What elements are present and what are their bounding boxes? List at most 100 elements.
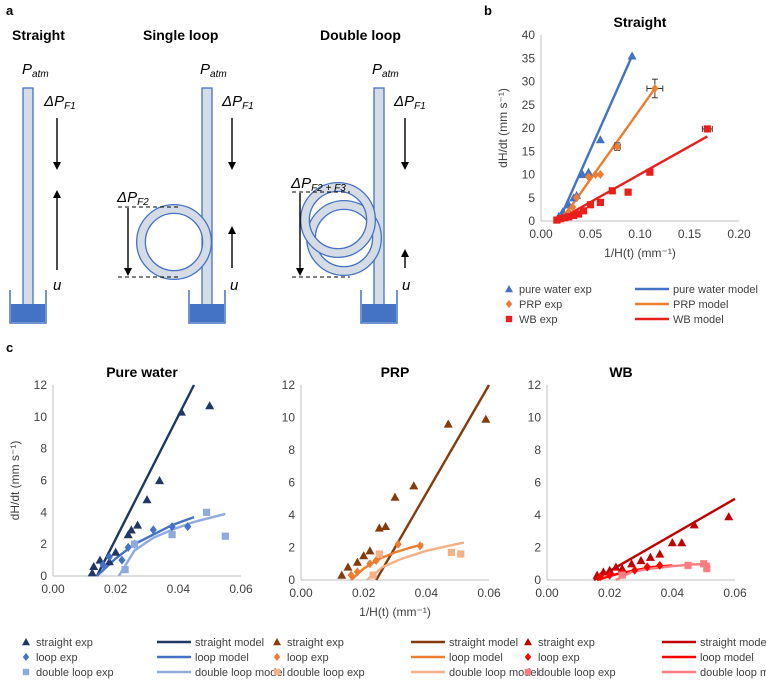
- pure-water-straight-exp-point: [133, 520, 143, 529]
- straight-xtick-label: 0.15: [678, 227, 702, 241]
- straight-pure-water-exp-point: [595, 135, 605, 144]
- prp-ytick-label: 6: [288, 476, 295, 490]
- prp-ytick-label: 8: [288, 443, 295, 457]
- chart-pure-water: Pure water 0 2 4 6 8 10 12 0.00 0.02 0.04 0.06 dH/dt…: [8, 364, 253, 596]
- prp-straight-exp-point: [337, 570, 347, 579]
- pure-water-xtick-label: 0.02: [104, 582, 128, 596]
- patm-label-straight: Patm: [22, 61, 49, 80]
- wb-xtick-label: 0.00: [535, 586, 559, 600]
- pure-water-straight-exp-point: [176, 407, 186, 416]
- pure-water-straight-exp-point: [126, 525, 136, 534]
- prp-loop-exp-point: [366, 559, 374, 569]
- legend-wb-double-loop-exp-label: double loop exp: [538, 667, 616, 679]
- pure-water-straight-exp-point: [111, 547, 121, 556]
- dpf1-label-double: ΔPF1: [393, 93, 426, 112]
- legend-pure-water-straight-model-label: straight model: [195, 637, 264, 649]
- u-label-single: u: [230, 277, 239, 294]
- legend-prp-straight-exp-label: straight exp: [287, 637, 344, 649]
- legend-pure-water-loop-model-label: loop model: [195, 652, 249, 664]
- straight-wb-exp-point: [570, 211, 578, 220]
- pure-water-ytick-label: 0: [40, 569, 47, 583]
- pure-water-ytick-label: 4: [40, 505, 47, 519]
- straight-wb-exp-point: [586, 201, 595, 209]
- legend-prp-straight-model-label: straight model: [449, 637, 518, 649]
- dpf1-label-single: ΔPF1: [221, 93, 254, 112]
- straight-ytick-label: 25: [522, 98, 536, 112]
- pure-water-title: Pure water: [106, 364, 178, 380]
- wb-double-loop-exp-point: [703, 565, 711, 573]
- legend-pure-water: straight exp straight model loop exp loop m…: [22, 637, 285, 679]
- single-loop-coil: [137, 205, 211, 279]
- prp-ytick-label: 2: [288, 541, 295, 555]
- pure-water-straight-exp-point: [142, 495, 152, 504]
- legend-wb-straight-exp-swatch: [524, 638, 532, 646]
- legend-pure-water-double-loop-exp-swatch: [22, 668, 30, 676]
- straight-tube-liquid: [23, 304, 33, 322]
- wb-straight-exp-point: [689, 520, 699, 529]
- wb-ytick-label: 6: [534, 476, 541, 490]
- patm-label-single: Patm: [200, 61, 227, 80]
- double-reservoir-liquid: [362, 304, 396, 322]
- wb-loop-exp-point: [643, 562, 651, 572]
- single-loop-diagram: Patm ΔPF1 u ΔPF2: [116, 61, 254, 324]
- straight-wb-exp-point: [565, 213, 573, 221]
- straight-prp-exp-point: [596, 170, 604, 179]
- legend-panel-b: pure water exp pure water model PRP exp PRP…: [505, 284, 758, 326]
- straight-ytick-label: 15: [522, 144, 536, 158]
- straight-ytick-label: 0: [528, 214, 535, 228]
- wb-xtick-label: 0.02: [598, 586, 622, 600]
- pure-water-ytick-label: 10: [34, 410, 48, 424]
- pure-water-loop-exp-point: [118, 555, 126, 565]
- patm-label-double: Patm: [372, 61, 399, 80]
- straight-pure-water-exp-point: [584, 167, 594, 176]
- wb-xtick-label: 0.06: [723, 586, 747, 600]
- legend-b-wb-exp-swatch: [505, 315, 513, 323]
- legend-prp-loop-exp-swatch: [273, 653, 281, 661]
- legend-wb-straight-exp-label: straight exp: [538, 637, 595, 649]
- legend-pure-water-loop-exp-label: loop exp: [36, 652, 78, 664]
- legend-prp-double-loop-exp-label: double loop exp: [287, 667, 365, 679]
- straight-prp-exp-point: [651, 83, 659, 93]
- legend-wb-loop-exp-label: loop exp: [538, 652, 580, 664]
- prp-straight-exp-point: [359, 551, 369, 560]
- prp-double-loop-exp-point: [369, 571, 377, 579]
- wb-loop-exp-point: [606, 570, 614, 580]
- prp-straight-model-line: [375, 384, 491, 581]
- pure-water-xtick-label: 0.06: [229, 582, 253, 596]
- pure-water-double-loop-exp-point: [130, 540, 139, 548]
- legend-b-pure-water-exp-label: pure water exp: [519, 284, 592, 296]
- u-label-double: u: [402, 277, 411, 294]
- prp-straight-exp-point: [365, 546, 375, 555]
- legend-pure-water-straight-exp-label: straight exp: [36, 637, 93, 649]
- dpf23-label: ΔPF2 + F3: [290, 175, 346, 194]
- pure-water-double-loop-exp-point: [121, 566, 129, 574]
- pure-water-loop-exp-point: [124, 542, 132, 552]
- pure-water-straight-exp-point: [205, 401, 215, 410]
- wb-ytick-label: 4: [534, 508, 541, 522]
- pure-water-double-loop-exp-point: [202, 508, 211, 516]
- straight-pure-water-exp-point: [627, 51, 637, 60]
- double-loop-diagram: Patm ΔPF1 u ΔPF2 + F3: [290, 61, 426, 324]
- legend-pure-water-double-loop-exp-label: double loop exp: [36, 667, 114, 679]
- wb-ytick-label: 8: [534, 443, 541, 457]
- dpf1-arrowhead-single: [228, 162, 236, 170]
- wb-ytick-label: 2: [534, 541, 541, 555]
- chart-straight: Straight 0 5 10 15 20 25 30 35 40 0.00 0.05 0.10 0.15…: [496, 14, 751, 260]
- title-double-loop: Double loop: [320, 27, 401, 43]
- straight-wb-exp-point: [553, 216, 561, 224]
- straight-wb-exp-point: [703, 125, 711, 133]
- straight-ytick-label: 40: [522, 28, 536, 42]
- wb-straight-exp-point: [645, 552, 655, 561]
- legend-wb-loop-model-label: loop model: [700, 652, 754, 664]
- legend-prp-straight-exp-swatch: [273, 638, 281, 646]
- dpf2-label: ΔPF2: [116, 189, 149, 208]
- prp-double-loop-model-line: [366, 541, 465, 581]
- pure-water-double-loop-exp-point: [221, 532, 229, 540]
- wb-straight-exp-point: [677, 538, 687, 547]
- prp-loop-exp-point: [416, 541, 424, 551]
- u-arrowhead-straight: [53, 190, 61, 198]
- pure-water-double-loop-exp-point: [168, 531, 176, 539]
- legend-b-wb-exp-label: WB exp: [519, 314, 558, 326]
- wb-loop-exp-point: [656, 560, 664, 570]
- wb-straight-exp-point: [627, 559, 637, 568]
